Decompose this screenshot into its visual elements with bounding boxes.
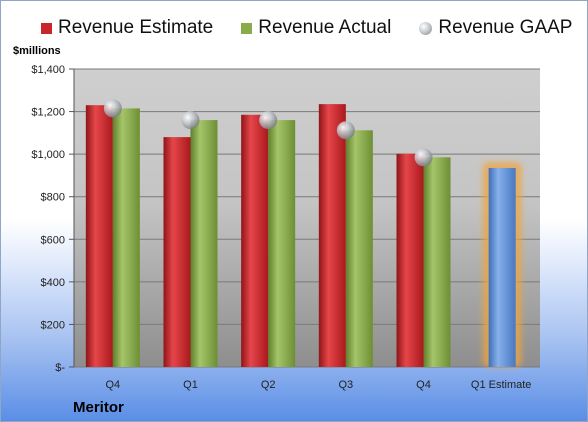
legend: Revenue Estimate Revenue Actual Revenue …	[41, 17, 577, 39]
y-tick-label: $1,200	[31, 107, 65, 119]
bar-estimate	[396, 153, 424, 367]
bar-actual	[190, 120, 218, 367]
legend-item-actual: Revenue Actual	[241, 17, 391, 39]
bar-actual	[268, 120, 296, 367]
legend-swatch-estimate	[41, 22, 52, 34]
y-axis-ticks: $- $200 $400 $600 $800 $1,000 $1,200 $1,400	[31, 64, 75, 374]
y-axis-label: $millions	[13, 45, 61, 57]
legend-label-estimate: Revenue Estimate	[58, 17, 214, 38]
bar-actual	[423, 157, 451, 367]
bar-estimate	[85, 105, 113, 367]
legend-label-gaap: Revenue GAAP	[438, 17, 573, 38]
x-tick-label: Q1	[183, 379, 198, 391]
gridlines	[74, 68, 540, 368]
x-tick-label: Q4	[416, 379, 431, 391]
x-tick-label: Q2	[261, 379, 276, 391]
legend-item-gaap: Revenue GAAP	[419, 17, 572, 39]
gaap-marker	[259, 111, 278, 130]
x-tick-label: Q3	[338, 379, 353, 391]
y-tick-label: $800	[41, 192, 65, 204]
bar-actual	[345, 130, 373, 367]
y-tick-label: $1,400	[31, 64, 65, 76]
legend-item-estimate: Revenue Estimate	[41, 17, 213, 39]
plot-area	[74, 69, 540, 367]
x-axis-ticks: Q4 Q1 Q2 Q3 Q4 Q1 Estimate	[105, 379, 531, 391]
y-tick-label: $-	[55, 362, 65, 374]
bars	[85, 99, 522, 367]
legend-label-actual: Revenue Actual	[258, 17, 392, 38]
bar-estimate	[318, 104, 346, 367]
legend-swatch-actual	[241, 22, 253, 34]
x-tick-label: Q1 Estimate	[471, 379, 532, 391]
bar-estimate	[241, 114, 269, 367]
bar-actual	[112, 108, 140, 367]
y-tick-label: $200	[41, 319, 65, 331]
y-tick-label: $1,000	[31, 149, 65, 161]
bar-estimate-forecast	[488, 167, 516, 367]
gaap-marker	[181, 111, 200, 130]
gaap-marker	[336, 121, 355, 140]
y-tick-label: $600	[41, 234, 65, 246]
brand-label: Meritor	[73, 399, 124, 416]
y-tick-label: $400	[41, 277, 65, 289]
gaap-marker	[103, 99, 122, 118]
x-tick-label: Q4	[105, 379, 120, 391]
legend-marker-gaap	[419, 21, 433, 35]
bar-estimate	[163, 137, 191, 367]
gaap-marker	[414, 148, 433, 167]
